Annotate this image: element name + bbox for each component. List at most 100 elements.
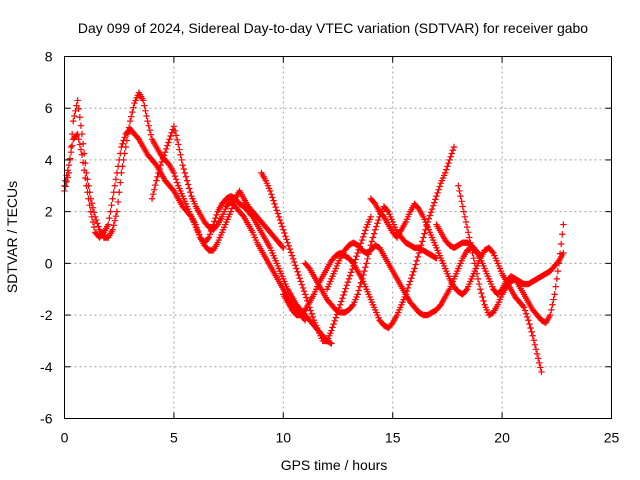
data-point	[75, 136, 82, 143]
data-point	[74, 97, 81, 104]
data-point	[73, 102, 80, 109]
data-point	[141, 102, 148, 109]
data-point	[532, 346, 540, 353]
data-point	[212, 214, 219, 222]
data-point	[446, 156, 453, 164]
data-point	[125, 124, 133, 131]
data-point	[468, 244, 475, 252]
data-point	[364, 255, 371, 263]
data-point	[157, 161, 164, 169]
data-point	[298, 281, 306, 288]
data-point	[169, 186, 177, 193]
data-point	[359, 233, 367, 241]
y-axis-title: SDTVAR / TECUs	[4, 181, 20, 293]
data-point	[77, 122, 85, 129]
data-point	[152, 181, 159, 189]
data-point	[283, 236, 290, 243]
data-point	[414, 253, 422, 261]
data-point	[473, 270, 481, 277]
data-point	[537, 364, 544, 371]
data-point	[121, 150, 128, 157]
data-point	[171, 127, 179, 135]
data-point	[535, 355, 542, 362]
data-point	[431, 199, 438, 206]
data-point	[436, 183, 443, 190]
data-point	[425, 215, 433, 222]
series-trace-2	[61, 89, 287, 254]
data-point	[143, 112, 150, 120]
data-point	[352, 256, 359, 263]
data-point	[428, 205, 436, 213]
data-point	[129, 108, 136, 116]
data-point	[445, 159, 452, 167]
data-point	[474, 275, 482, 283]
data-point	[557, 240, 565, 248]
data-point	[281, 229, 288, 237]
x-tick-labels: 0 5 10 15 20 25	[61, 430, 620, 446]
x-axis-title: GPS time / hours	[281, 457, 388, 473]
data-point	[213, 222, 220, 230]
data-point	[436, 302, 443, 310]
data-point	[426, 212, 434, 219]
data-point	[359, 271, 367, 279]
data-point	[171, 172, 179, 180]
data-point	[444, 163, 451, 170]
data-point	[413, 257, 420, 264]
data-point	[87, 195, 94, 202]
data-point	[78, 130, 86, 138]
data-point	[559, 231, 566, 238]
data-point	[206, 231, 214, 238]
data-point	[163, 145, 170, 153]
data-point	[186, 185, 193, 192]
data-point	[347, 269, 355, 276]
data-point	[530, 337, 538, 344]
data-point	[271, 200, 278, 208]
data-point	[95, 223, 102, 230]
x-tick-label: 5	[170, 430, 178, 446]
data-point	[345, 275, 353, 283]
series-trace-8	[367, 195, 545, 376]
data-point	[279, 243, 286, 250]
data-point	[361, 230, 368, 237]
data-point	[456, 187, 463, 195]
data-point	[295, 271, 302, 279]
data-point	[489, 248, 496, 255]
data-point	[301, 317, 309, 324]
data-point	[291, 258, 298, 266]
data-point	[477, 286, 484, 293]
data-point	[529, 332, 536, 339]
data-point	[354, 291, 361, 298]
data-point	[457, 192, 464, 200]
data-point	[114, 198, 122, 206]
data-point	[91, 213, 99, 221]
data-point	[458, 198, 465, 205]
data-point	[388, 320, 395, 328]
data-point	[331, 317, 338, 325]
data-point	[330, 320, 337, 328]
data-point	[72, 107, 79, 114]
data-point	[303, 294, 310, 301]
data-point	[89, 204, 97, 211]
data-point	[187, 189, 194, 196]
data-point	[420, 234, 427, 241]
data-point	[146, 126, 154, 134]
data-point	[479, 293, 486, 301]
data-point	[270, 197, 277, 204]
data-point	[340, 291, 347, 299]
data-point	[227, 208, 234, 215]
data-point	[427, 209, 435, 216]
data-point	[520, 304, 528, 311]
data-point	[158, 158, 166, 166]
data-point	[160, 152, 168, 159]
data-point	[140, 97, 147, 104]
data-point	[287, 249, 295, 256]
data-point	[412, 261, 419, 268]
y-tick-labels: -6 -4 -2 0 2 4 6 8	[40, 49, 53, 427]
data-point	[181, 169, 189, 177]
data-point	[408, 275, 415, 282]
data-point	[549, 301, 556, 308]
data-point	[177, 151, 184, 158]
data-point	[421, 230, 428, 237]
data-point	[419, 238, 426, 245]
data-point	[148, 195, 156, 202]
